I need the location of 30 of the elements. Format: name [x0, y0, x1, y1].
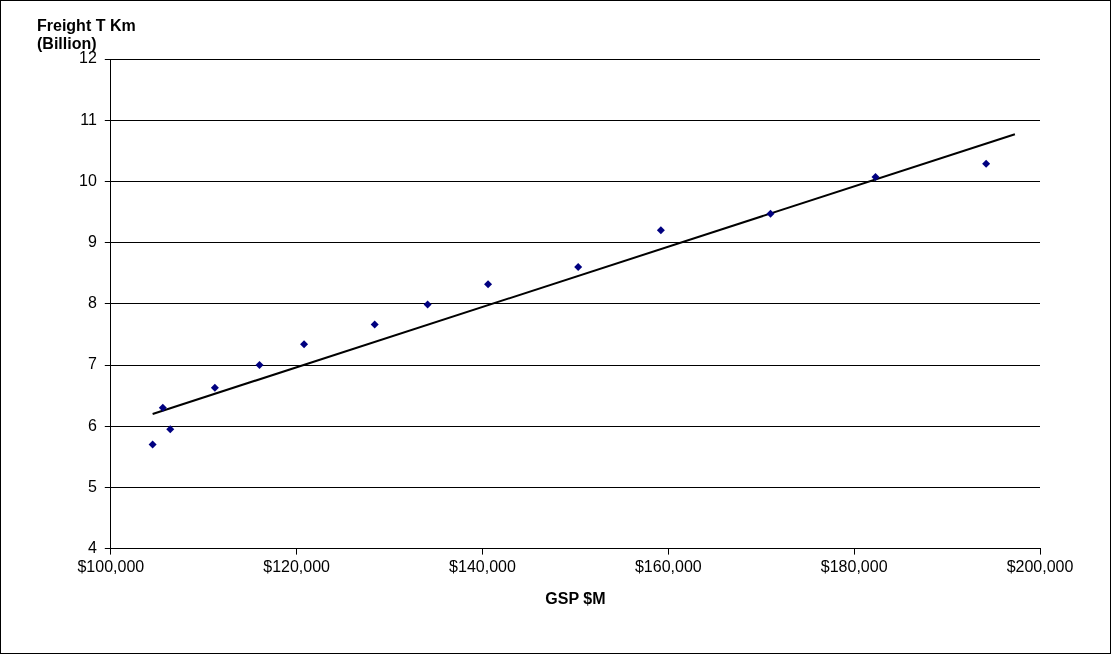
- point: [982, 159, 991, 168]
- x-axis-title: GSP $M: [545, 589, 606, 607]
- point: [423, 300, 432, 309]
- point: [255, 361, 264, 369]
- y-tick-label: 11: [80, 110, 97, 128]
- y-tick-label: 6: [87, 416, 97, 434]
- y-tick-label: 9: [87, 233, 97, 251]
- y-tick-label: 7: [87, 355, 97, 373]
- x-tick-label: $100,000: [77, 557, 145, 575]
- point: [656, 226, 665, 235]
- x-tick-label: $140,000: [449, 557, 516, 575]
- point: [210, 383, 219, 392]
- point: [148, 440, 157, 449]
- x-tick-label: $200,000: [1006, 557, 1074, 575]
- point: [158, 403, 167, 412]
- point: [166, 425, 175, 434]
- x-tick-label: $160,000: [634, 557, 702, 575]
- y-tick-label: 5: [87, 477, 97, 495]
- point: [300, 340, 309, 349]
- x-tick-label: $180,000: [820, 557, 888, 575]
- x-tick-label: $120,000: [263, 557, 331, 575]
- point: [370, 320, 379, 329]
- point: [766, 209, 775, 218]
- point: [484, 280, 493, 289]
- point: [871, 173, 880, 182]
- y-tick-label: 8: [87, 294, 97, 312]
- y-tick-label: 10: [79, 171, 97, 189]
- y-tick-label: 4: [87, 539, 97, 557]
- point: [574, 263, 583, 272]
- y-axis-title: Freight T Km (Billion): [37, 17, 136, 52]
